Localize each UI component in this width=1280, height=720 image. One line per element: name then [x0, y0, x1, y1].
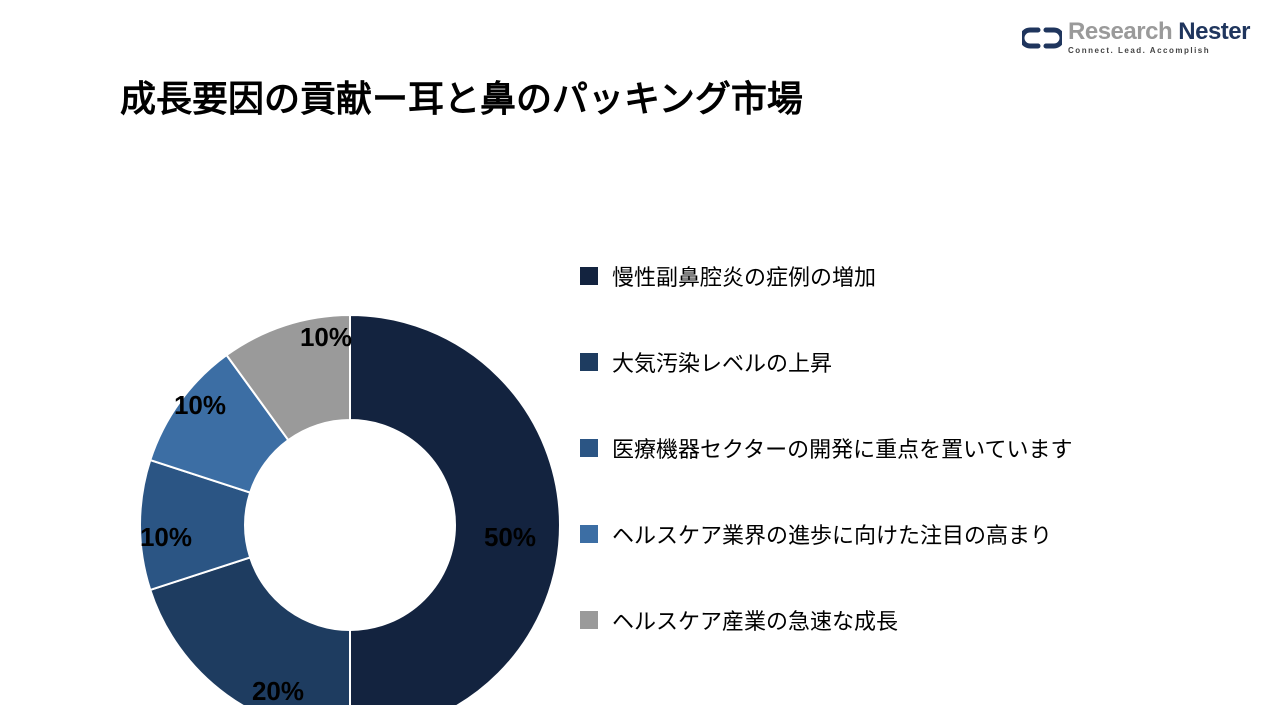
legend-label: ヘルスケア業界の進歩に向けた注目の高まり: [612, 518, 1052, 550]
legend-item: ヘルスケア業界の進歩に向けた注目の高まり: [580, 518, 1230, 550]
donut-label-chronic_sinusitis: 50%: [484, 522, 536, 552]
page-title: 成長要因の貢献ー耳と鼻のパッキング市場: [120, 70, 803, 122]
donut-label-medical_device_dev: 10%: [140, 522, 192, 552]
slide: Research Nester Connect. Lead. Accomplis…: [0, 0, 1280, 720]
legend-item: 慢性副鼻腔炎の症例の増加: [580, 260, 1230, 292]
legend-label: ヘルスケア産業の急速な成長: [612, 604, 898, 636]
legend-label: 慢性副鼻腔炎の症例の増加: [612, 260, 876, 292]
legend-swatch: [580, 267, 598, 285]
legend-item: 医療機器セクターの開発に重点を置いています: [580, 432, 1230, 464]
donut-chart: 50% 20% 10% 10% 10%: [70, 145, 630, 705]
legend-swatch: [580, 525, 598, 543]
chain-link-icon: [1022, 24, 1062, 52]
legend-swatch: [580, 439, 598, 457]
logo-text: Research Nester Connect. Lead. Accomplis…: [1068, 20, 1250, 55]
legend-label: 医療機器セクターの開発に重点を置いています: [612, 432, 1072, 464]
donut-slices: [140, 315, 560, 705]
logo-word-2: Nester: [1178, 18, 1250, 45]
donut-label-air_pollution: 20%: [252, 676, 304, 705]
logo-link-right: [1046, 30, 1062, 46]
logo-main: Research Nester: [1068, 20, 1250, 44]
logo-tagline: Connect. Lead. Accomplish: [1068, 47, 1250, 55]
legend: 慢性副鼻腔炎の症例の増加大気汚染レベルの上昇医療機器セクターの開発に重点を置いて…: [580, 260, 1230, 690]
brand-logo: Research Nester Connect. Lead. Accomplis…: [1022, 20, 1250, 55]
legend-item: 大気汚染レベルの上昇: [580, 346, 1230, 378]
donut-label-healthcare_growth: 10%: [300, 322, 352, 352]
legend-swatch: [580, 611, 598, 629]
donut-slice-chronic_sinusitis: [350, 315, 560, 705]
logo-word-1: Research: [1068, 18, 1172, 45]
donut-svg: 50% 20% 10% 10% 10%: [70, 145, 630, 705]
legend-swatch: [580, 353, 598, 371]
legend-label: 大気汚染レベルの上昇: [612, 346, 832, 378]
donut-label-healthcare_progress: 10%: [174, 390, 226, 420]
legend-item: ヘルスケア産業の急速な成長: [580, 604, 1230, 636]
logo-link-left: [1022, 30, 1038, 46]
